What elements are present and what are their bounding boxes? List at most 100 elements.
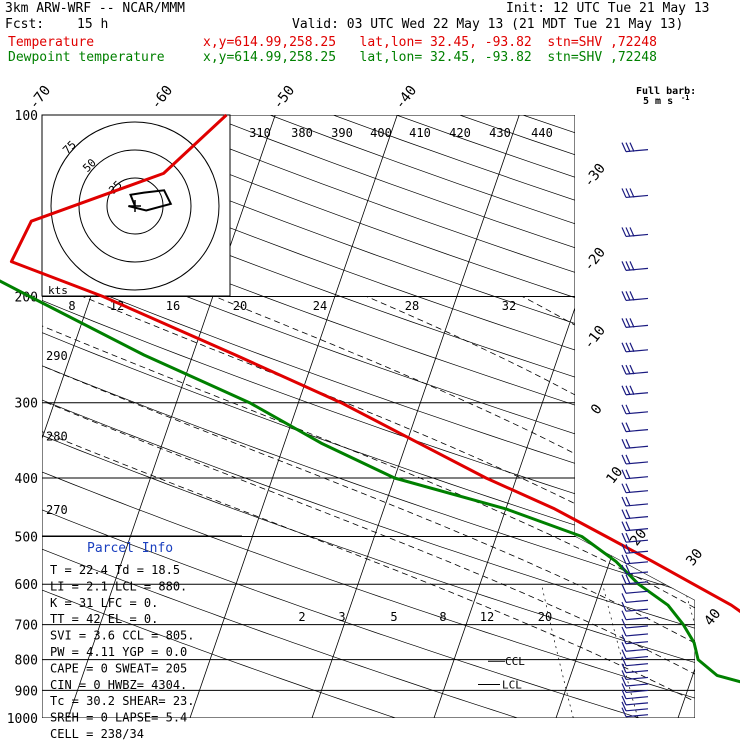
hodograph-ring bbox=[78, 149, 192, 263]
wind-barb bbox=[621, 385, 649, 396]
wind-barb bbox=[621, 404, 649, 415]
wind-barb-flag bbox=[625, 291, 631, 301]
parcel-info-row: Tc = 30.2 SHEAR= 23. bbox=[50, 694, 195, 708]
wind-barb-flag bbox=[621, 634, 627, 644]
wind-barb-flag bbox=[625, 543, 631, 554]
dewpoint-profile bbox=[0, 279, 740, 684]
wind-barb bbox=[621, 554, 649, 565]
wind-barb-flag bbox=[621, 689, 627, 699]
dewpoint-legend-label: Dewpoint temperature bbox=[8, 50, 165, 65]
dry-adiabat-line bbox=[42, 115, 695, 718]
wind-barb-flag bbox=[621, 227, 627, 237]
wind-barb-flag bbox=[621, 707, 627, 717]
pressure-label: 400 bbox=[15, 472, 38, 487]
mixing-ratio-label: 20 bbox=[233, 299, 247, 313]
wind-barb bbox=[621, 701, 649, 712]
wind-barb-flag bbox=[625, 521, 631, 531]
wind-barb-staff bbox=[625, 625, 649, 629]
isotherm-label: -50 bbox=[270, 83, 298, 113]
mixing-ratio-line bbox=[541, 584, 574, 718]
dry-adiabat-line bbox=[42, 115, 695, 718]
isotherm-label: -20 bbox=[581, 245, 609, 275]
model-title: 3km ARW-WRF -- NCAR/MMM bbox=[5, 1, 186, 16]
wind-barb-staff bbox=[625, 676, 649, 681]
wind-barb bbox=[621, 689, 649, 700]
wind-barb-flag bbox=[625, 483, 631, 493]
mixing-ratio-label: 24 bbox=[313, 299, 327, 313]
wind-barb-flag bbox=[621, 342, 627, 353]
wind-barb-flag bbox=[625, 554, 631, 565]
parcel-info-row: TT = 42 EL = 0. bbox=[50, 612, 158, 626]
wind-barb-staff bbox=[625, 702, 649, 706]
isotherm-label: -10 bbox=[581, 323, 609, 353]
wind-barb bbox=[621, 601, 649, 612]
wind-barb-staff bbox=[625, 670, 649, 674]
wind-barb-flag bbox=[621, 670, 627, 680]
wind-barb-flag bbox=[621, 496, 627, 507]
wind-barb bbox=[621, 509, 649, 520]
theta-label: 430 bbox=[489, 126, 511, 140]
wind-barb-flag bbox=[625, 364, 631, 375]
wind-barb-flag bbox=[621, 291, 627, 301]
wind-barb-flag bbox=[625, 422, 631, 432]
wind-barb-flag bbox=[621, 404, 627, 415]
mixing-ratio-label: 2 bbox=[298, 610, 305, 624]
mixing-ratio-label: 3 bbox=[338, 610, 345, 624]
mixing-ratio-label: 8 bbox=[68, 299, 75, 313]
wind-barb-flag bbox=[625, 496, 631, 507]
pressure-label: 700 bbox=[15, 619, 38, 634]
wind-barb-flag bbox=[625, 564, 631, 575]
wind-barb bbox=[621, 574, 649, 585]
temperature-legend-info: x,y=614.99,258.25 lat,lon= 32.45, -93.82… bbox=[203, 35, 657, 50]
parcel-info-row: SVI = 3.6 CCL = 805. bbox=[50, 629, 195, 643]
wind-barb-flag bbox=[625, 439, 631, 449]
parcel-info-row: CELL = 238/34 bbox=[50, 727, 144, 740]
wind-barb-flag bbox=[625, 318, 631, 328]
wind-barb bbox=[621, 142, 649, 153]
parcel-info-row: K = 31 LFC = 0. bbox=[50, 596, 158, 610]
isotherm-label: 0 bbox=[588, 401, 606, 417]
wind-barb bbox=[621, 676, 649, 687]
wind-barb bbox=[621, 564, 649, 575]
wind-barb-flag bbox=[621, 439, 627, 449]
wind-barb bbox=[621, 656, 649, 667]
dry-adiabat-line bbox=[42, 115, 695, 718]
wind-barb bbox=[621, 496, 649, 507]
isotherm-label: 30 bbox=[683, 546, 706, 569]
wind-barb-flag bbox=[625, 532, 631, 543]
theta-label: 280 bbox=[46, 429, 68, 443]
wind-barbs bbox=[621, 142, 649, 718]
init-time: Init: 12 UTC Tue 21 May 13 bbox=[506, 1, 710, 16]
wind-barb-flag bbox=[625, 142, 631, 152]
parcel-info-row: T = 22.4 Td = 18.5 bbox=[50, 563, 180, 577]
wind-barb-flag bbox=[625, 509, 631, 519]
wind-barb bbox=[621, 342, 649, 353]
forecast-label: Fcst: bbox=[5, 17, 45, 32]
parcel-info-panel: Parcel Info T = 22.4 Td = 18.5 LI = 2.1 L… bbox=[50, 541, 195, 740]
isotherm-line bbox=[189, 115, 398, 718]
wind-barb bbox=[621, 422, 649, 433]
theta-label: 270 bbox=[46, 503, 68, 517]
moist-adiabat-line bbox=[214, 296, 695, 718]
wind-barb-flag bbox=[621, 601, 627, 612]
wind-barb bbox=[621, 439, 649, 449]
wind-barb-staff bbox=[625, 714, 649, 718]
wind-barb bbox=[621, 618, 649, 629]
pressure-label: 800 bbox=[15, 654, 38, 669]
mixing-ratio-line bbox=[683, 584, 695, 718]
parcel-info-row: LI = 2.1 LCL = 880. bbox=[50, 579, 187, 593]
wind-barb-staff bbox=[625, 617, 649, 621]
wind-barb bbox=[621, 649, 649, 660]
wind-barb-flag bbox=[629, 385, 635, 395]
parcel-info-row: PW = 4.11 YGP = 0.0 bbox=[50, 645, 187, 659]
wind-barb-flag bbox=[621, 385, 627, 395]
wind-barb-staff bbox=[625, 599, 649, 603]
wind-barb bbox=[621, 364, 649, 375]
wind-barb-flag bbox=[621, 318, 627, 328]
wind-barb-staff bbox=[625, 641, 649, 645]
wind-barb-flag bbox=[621, 695, 627, 706]
wind-barb bbox=[621, 593, 649, 603]
wind-barb-flag bbox=[621, 543, 627, 554]
wind-legend-superscript: -1 bbox=[681, 94, 689, 102]
isotherm-label: -30 bbox=[581, 161, 609, 191]
